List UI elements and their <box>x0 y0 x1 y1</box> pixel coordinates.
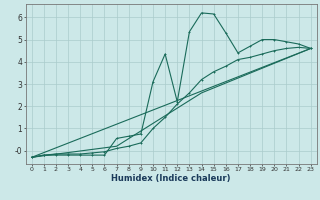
X-axis label: Humidex (Indice chaleur): Humidex (Indice chaleur) <box>111 174 231 183</box>
